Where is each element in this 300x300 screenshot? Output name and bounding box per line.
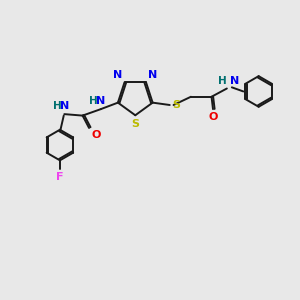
- Text: N: N: [60, 100, 69, 111]
- Text: N: N: [230, 76, 239, 86]
- Text: S: S: [131, 119, 139, 129]
- Text: N: N: [113, 70, 122, 80]
- Text: H: H: [218, 76, 226, 86]
- Text: N: N: [96, 96, 106, 106]
- Text: S: S: [172, 100, 180, 110]
- Text: H: H: [88, 96, 97, 106]
- Text: H: H: [52, 100, 62, 111]
- Text: O: O: [208, 112, 218, 122]
- Text: O: O: [92, 130, 101, 140]
- Text: F: F: [56, 172, 64, 182]
- Text: N: N: [148, 70, 157, 80]
